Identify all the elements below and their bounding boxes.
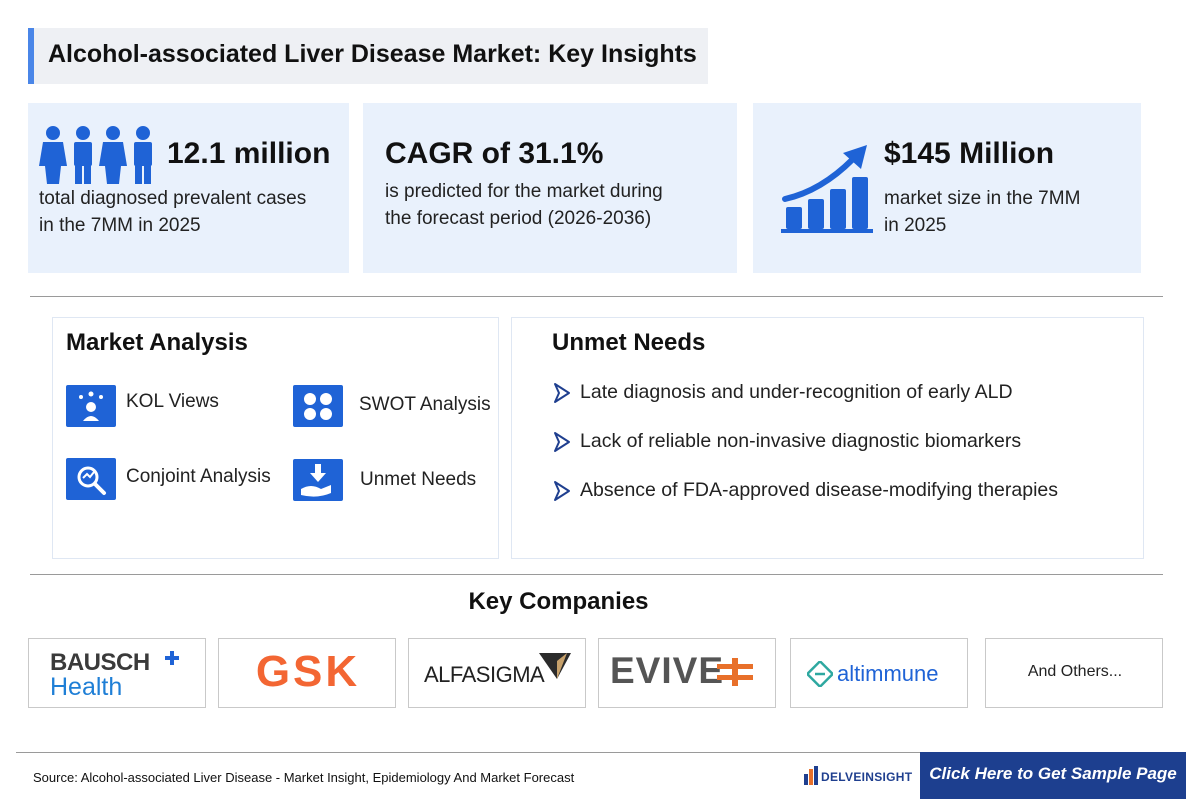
market-analysis-title: Market Analysis bbox=[66, 329, 248, 356]
conjoint-icon bbox=[66, 458, 116, 500]
page-title: Alcohol-associated Liver Disease Market:… bbox=[48, 40, 697, 68]
stat-line: total diagnosed prevalent cases bbox=[39, 188, 307, 209]
logo-alfasigma: ALFASIGMA bbox=[408, 638, 586, 708]
stat-card-cagr: CAGR of 31.1% is predicted for the marke… bbox=[363, 103, 737, 273]
sample-page-button-label: Click Here to Get Sample Page bbox=[929, 764, 1177, 783]
logo-altimmune: altimmune bbox=[790, 638, 968, 708]
market-analysis-panel: Market Analysis KOL Views SWOT Analysis … bbox=[52, 317, 499, 559]
market-item-kol-views: KOL Views bbox=[126, 391, 219, 412]
stat-description: total diagnosed prevalent cases in the 7… bbox=[39, 185, 306, 239]
market-item-unmet-needs: Unmet Needs bbox=[360, 469, 477, 490]
altimmune-wordmark: altimmune bbox=[837, 661, 939, 686]
delveinsight-mark-icon bbox=[804, 766, 818, 785]
key-companies-title: Key Companies bbox=[468, 588, 649, 615]
logo-and-others: And Others... bbox=[985, 638, 1163, 708]
alfasigma-wordmark: ALFASIGMA bbox=[424, 662, 545, 687]
gsk-wordmark: GSK bbox=[255, 647, 361, 696]
chevron-right-icon bbox=[554, 383, 570, 403]
stat-card-prevalence: 12.1 million total diagnosed prevalent c… bbox=[28, 103, 349, 273]
stat-description: is predicted for the market during the f… bbox=[385, 178, 663, 232]
market-item-conjoint-analysis: Conjoint Analysis bbox=[126, 466, 271, 487]
delveinsight-wordmark: DELVEINSIGHT bbox=[821, 770, 913, 784]
logo-evive: EVIVE bbox=[598, 638, 776, 708]
divider bbox=[30, 296, 1163, 297]
chevron-right-icon bbox=[554, 481, 570, 501]
divider bbox=[30, 574, 1163, 575]
stat-value: $145 Million bbox=[884, 137, 1055, 170]
health-wordmark: Health bbox=[50, 673, 123, 701]
stat-card-market-size: $145 Million market size in the 7MM in 2… bbox=[753, 103, 1141, 273]
plus-icon bbox=[165, 651, 179, 665]
stat-value: 12.1 million bbox=[167, 137, 331, 170]
market-item-swot-analysis: SWOT Analysis bbox=[359, 394, 491, 415]
delveinsight-logo: DELVEINSIGHT bbox=[803, 766, 913, 788]
stat-line: in 2025 bbox=[884, 215, 947, 236]
sample-page-button[interactable]: Click Here to Get Sample Page bbox=[920, 752, 1186, 799]
unmet-need-item: Late diagnosis and under-recognition of … bbox=[580, 381, 1013, 403]
stat-description: market size in the 7MM in 2025 bbox=[884, 185, 1080, 239]
footer bbox=[16, 752, 920, 799]
evive-wordmark: EVIVE bbox=[610, 650, 724, 691]
stat-line: is predicted for the market during bbox=[385, 181, 663, 202]
source-note: Source: Alcohol-associated Liver Disease… bbox=[33, 770, 575, 785]
alfasigma-mark-icon bbox=[539, 653, 571, 679]
unmet-needs-title: Unmet Needs bbox=[552, 329, 706, 356]
unmet-need-item: Absence of FDA-approved disease-modifyin… bbox=[580, 479, 1059, 501]
swot-icon bbox=[293, 385, 343, 427]
stat-line: the forecast period (2026-2036) bbox=[385, 208, 652, 229]
bausch-wordmark: BAUSCH bbox=[50, 649, 150, 676]
logo-gsk: GSK bbox=[218, 638, 396, 708]
unmet-needs-panel: Unmet Needs Late diagnosis and under-rec… bbox=[511, 317, 1144, 559]
logo-bausch-health: BAUSCH Health bbox=[28, 638, 206, 708]
evive-mark-icon bbox=[717, 658, 753, 686]
stat-line: market size in the 7MM bbox=[884, 188, 1081, 209]
chevron-right-icon bbox=[554, 432, 570, 452]
kol-icon bbox=[66, 385, 116, 427]
stat-value: CAGR of 31.1% bbox=[385, 137, 604, 170]
stat-line: in the 7MM in 2025 bbox=[39, 215, 201, 236]
header-accent-bar bbox=[28, 28, 34, 84]
page-header: Alcohol-associated Liver Disease Market:… bbox=[28, 28, 708, 84]
and-others-label: And Others... bbox=[1027, 663, 1123, 680]
altimmune-mark-icon bbox=[807, 661, 833, 687]
growth-chart-icon bbox=[781, 145, 873, 233]
people-icon bbox=[39, 126, 152, 184]
unmet-needs-icon bbox=[293, 459, 343, 501]
unmet-need-item: Lack of reliable non-invasive diagnostic… bbox=[580, 430, 1022, 452]
